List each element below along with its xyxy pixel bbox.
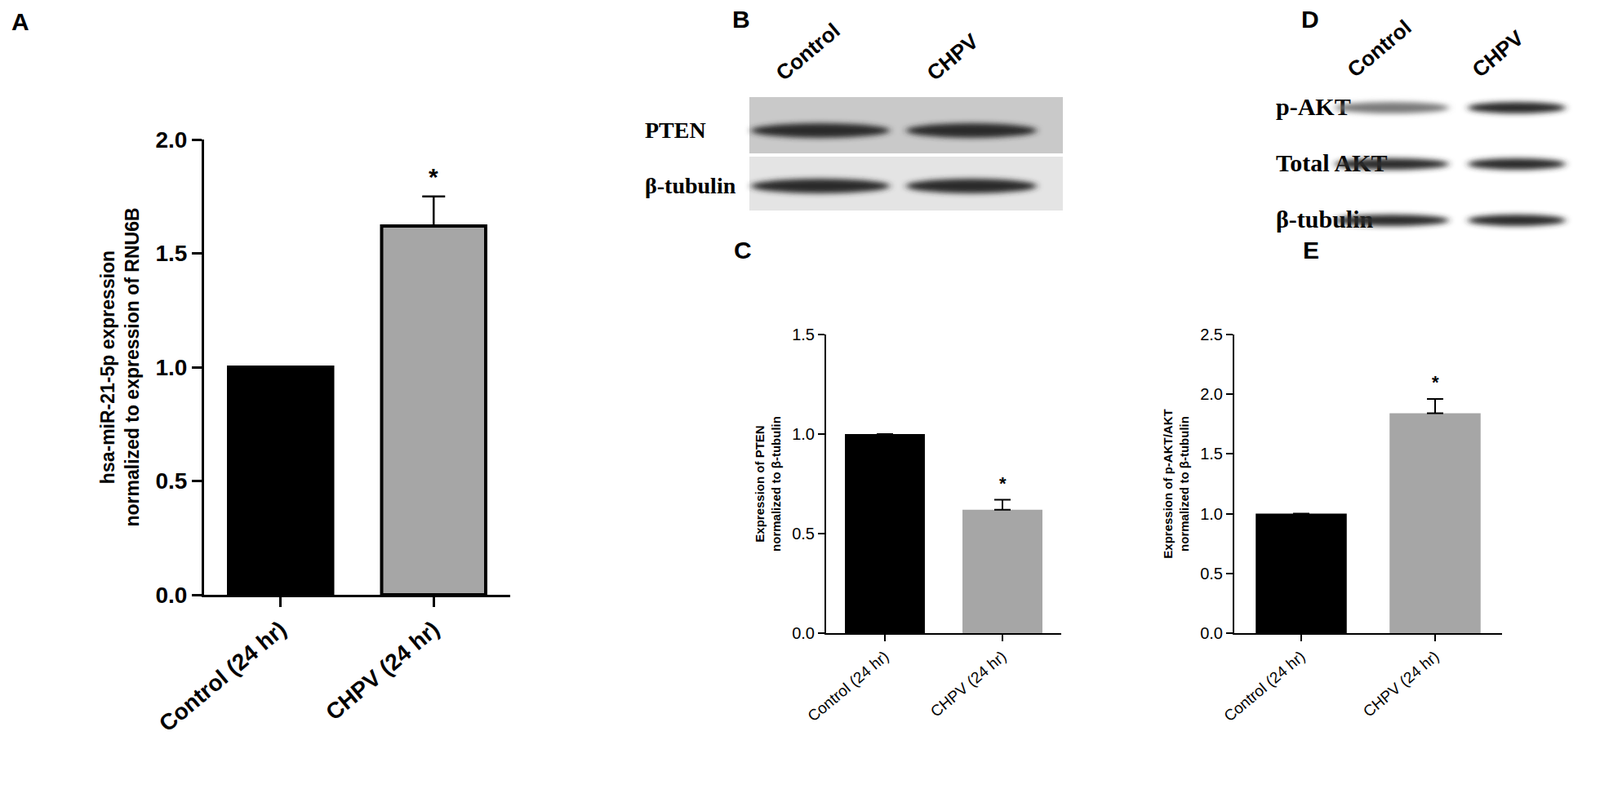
svg-text:1.0: 1.0 (791, 425, 815, 444)
svg-text:β-tubulin: β-tubulin (644, 173, 737, 199)
svg-text:2.0: 2.0 (1200, 385, 1223, 404)
svg-text:CHPV: CHPV (922, 28, 984, 86)
svg-text:0.5: 0.5 (155, 468, 187, 494)
svg-text:C: C (733, 236, 752, 264)
svg-text:Control: Control (1342, 14, 1417, 82)
svg-text:A: A (11, 8, 30, 36)
svg-text:E: E (1302, 236, 1320, 264)
svg-text:1.5: 1.5 (791, 325, 815, 344)
svg-text:CHPV: CHPV (1467, 25, 1529, 83)
svg-text:1.5: 1.5 (155, 240, 187, 267)
svg-text:1.0: 1.0 (1200, 505, 1223, 524)
svg-text:1.0: 1.0 (155, 355, 187, 381)
svg-text:*: * (999, 473, 1007, 494)
svg-text:hsa-miR-21-5p expressionnormal: hsa-miR-21-5p expressionnormalized to ex… (97, 207, 143, 527)
svg-text:0.5: 0.5 (791, 524, 815, 543)
svg-text:Control (24 hr): Control (24 hr) (1220, 648, 1308, 726)
svg-text:Expression of p-AKT/AKTnormali: Expression of p-AKT/AKTnormalized to β-t… (1160, 408, 1192, 559)
svg-text:Control (24 hr): Control (24 hr) (804, 648, 892, 726)
svg-text:2.0: 2.0 (155, 127, 187, 153)
svg-text:0.5: 0.5 (1200, 564, 1223, 583)
svg-text:B: B (732, 5, 751, 33)
svg-text:2.5: 2.5 (1200, 325, 1223, 344)
svg-text:*: * (1431, 372, 1440, 393)
svg-text:Control: Control (771, 17, 845, 85)
svg-text:Expression of PTENnormalized t: Expression of PTENnormalized to β-tubuli… (752, 416, 783, 552)
svg-text:1.5: 1.5 (1200, 444, 1223, 463)
svg-text:0.0: 0.0 (1200, 624, 1223, 643)
svg-text:0.0: 0.0 (155, 582, 187, 609)
svg-text:*: * (428, 163, 439, 191)
svg-text:CHPV (24 hr): CHPV (24 hr) (1360, 648, 1443, 721)
svg-text:p-AKT: p-AKT (1275, 93, 1352, 120)
svg-text:CHPV (24 hr): CHPV (24 hr) (320, 616, 445, 726)
svg-text:Control (24 hr): Control (24 hr) (154, 616, 292, 738)
svg-text:D: D (1301, 5, 1320, 33)
svg-text:PTEN: PTEN (644, 117, 707, 143)
svg-text:CHPV (24 hr): CHPV (24 hr) (927, 648, 1010, 721)
svg-text:β-tubulin: β-tubulin (1275, 205, 1374, 233)
svg-text:0.0: 0.0 (791, 624, 815, 643)
svg-text:Total AKT: Total AKT (1275, 149, 1387, 177)
